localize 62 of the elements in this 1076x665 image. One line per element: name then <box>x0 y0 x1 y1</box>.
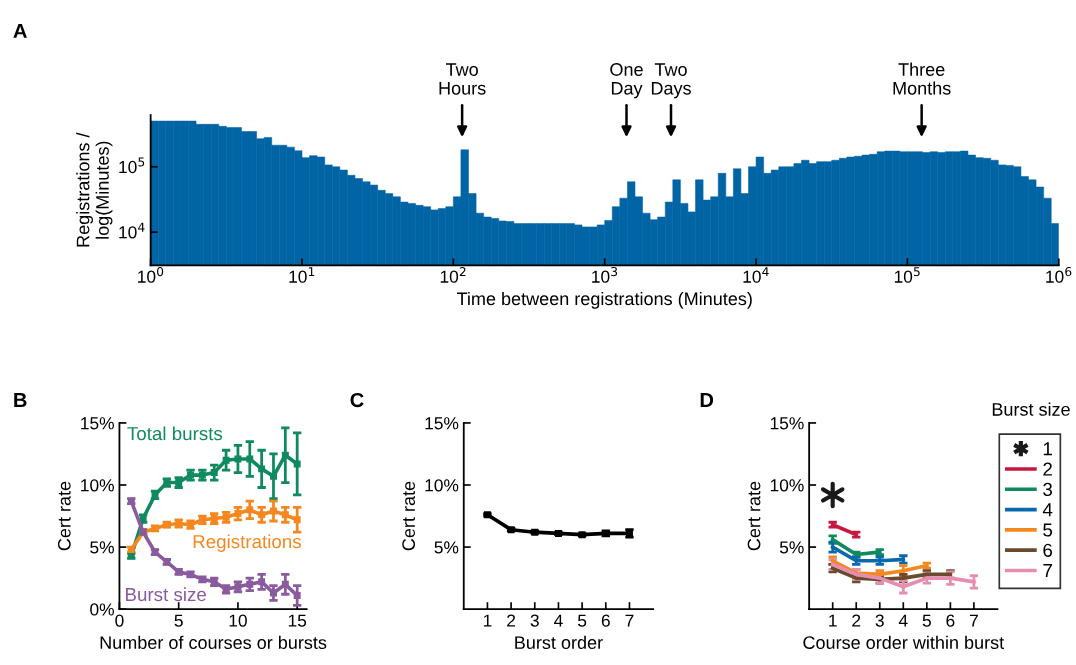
x-tick-label: 10$^{6}$ <box>1046 266 1072 283</box>
x-tick-label: 10$^{2}$ <box>440 266 466 283</box>
x-axis-title: Burst order <box>515 635 603 649</box>
x-tick-label: 7 <box>969 614 978 627</box>
y-tick-label: 5% <box>779 541 804 554</box>
x-tick-label: 5 <box>577 614 587 627</box>
x-tick-label: 3 <box>875 614 884 627</box>
y-tick-label: 15% <box>770 417 804 430</box>
y-tick-label: 5% <box>90 541 114 554</box>
legend-title: Burst size <box>992 402 1070 416</box>
text: Two Hours <box>439 63 486 95</box>
y-axis-title: Cert rate <box>402 481 416 551</box>
series-label: Registrations <box>193 534 301 552</box>
y-tick-label: 5% <box>434 541 459 554</box>
y-tick-label: 15% <box>425 417 459 430</box>
x-tick-label: 10$^{4}$ <box>743 267 769 283</box>
x-tick-label: 5 <box>922 614 931 627</box>
y-tick-label: 10% <box>770 479 804 492</box>
text: Three Months <box>893 62 951 95</box>
x-tick-label: 6 <box>601 614 610 627</box>
y-tick-label: 10% <box>425 479 459 492</box>
y-tick-label: 0% <box>90 603 114 616</box>
x-tick-label: 0 <box>115 614 124 627</box>
y-tick-label: 15% <box>81 417 114 430</box>
legend-label: 7 <box>1043 564 1052 578</box>
x-tick-label: 10$^{0}$ <box>138 266 164 283</box>
x-tick-label: 5 <box>174 614 183 627</box>
legend-label: 6 <box>1043 543 1053 557</box>
y-axis-title: Cert rate <box>57 481 71 551</box>
x-tick-label: 1 <box>483 614 492 627</box>
legend-label: 5 <box>1043 523 1053 537</box>
chart-title: C <box>350 392 364 408</box>
x-tick-label: 6 <box>946 614 955 627</box>
text: Two Days <box>651 63 691 99</box>
x-tick-label: 10 <box>229 614 247 627</box>
chart-title: B <box>14 393 27 407</box>
x-tick-label: 4 <box>898 614 908 627</box>
x-tick-label: 10$^{1}$ <box>289 267 315 283</box>
x-tick-label: 1 <box>829 614 837 627</box>
x-tick-label: 2 <box>852 614 861 627</box>
x-tick-label: 15 <box>288 614 307 627</box>
legend-label: 2 <box>1043 462 1052 476</box>
legend-label: 4 <box>1042 503 1053 517</box>
legend-label: 1 <box>1043 442 1052 456</box>
x-tick-label: 10$^{5}$ <box>894 267 920 283</box>
x-axis-title: Number of courses or bursts <box>100 635 327 649</box>
chart-title: D <box>700 393 714 407</box>
x-tick-label: 2 <box>507 614 516 627</box>
x-axis-title: Time between registrations (Minutes) <box>456 291 752 309</box>
x-tick-label: 10$^{3}$ <box>592 266 618 283</box>
legend-label: 3 <box>1043 482 1053 497</box>
y-axis-title: Cert rate <box>747 481 761 551</box>
y-tick-label: 10% <box>81 479 114 492</box>
x-tick-label: 7 <box>625 614 634 627</box>
series-label: Total bursts <box>127 426 223 441</box>
chart-title: A <box>13 24 27 38</box>
x-tick-label: 4 <box>554 614 563 627</box>
y-axis-title: Registrations / log(Minutes) <box>76 132 113 247</box>
text: One Day <box>610 63 643 99</box>
series-label: Burst size <box>126 587 206 602</box>
x-tick-label: 3 <box>530 614 539 627</box>
x-axis-title: Course order within burst <box>803 635 1005 649</box>
